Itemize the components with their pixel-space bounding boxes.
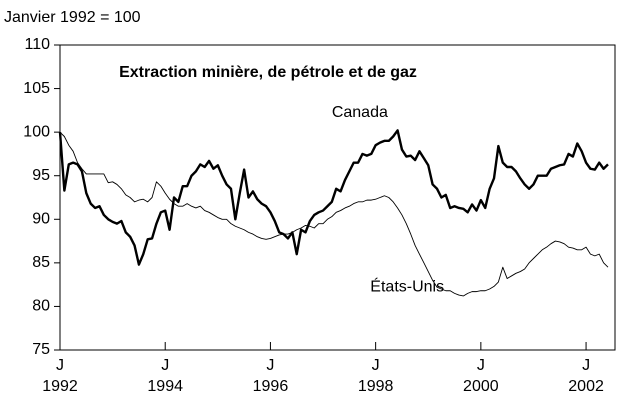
x-tick-label: 2000 [463,378,499,395]
x-tick-label: 1994 [147,378,183,395]
x-tick-month: J [372,357,380,374]
x-tick-label: 2002 [568,378,604,395]
y-tick-label: 85 [32,254,50,271]
chart-title: Extraction minière, de pétrole et de gaz [119,64,417,81]
x-tick-month: J [56,357,64,374]
x-tick-month: J [582,357,590,374]
x-tick-month: J [266,357,274,374]
y-axis-label: Janvier 1992 = 100 [4,9,141,26]
x-tick-label: 1992 [42,378,78,395]
annotation: Canada [332,104,388,121]
annotation: États-Unis [370,276,444,295]
y-tick-label: 100 [23,123,50,140]
x-tick-month: J [161,357,169,374]
y-tick-label: 75 [32,341,50,358]
plot-frame [59,44,616,351]
series-line [59,131,609,297]
y-tick-label: 80 [32,298,50,315]
x-tick-month: J [477,357,485,374]
y-tick-label: 90 [32,211,50,228]
y-tick-label: 95 [32,167,50,184]
x-tick-label: 1998 [358,378,394,395]
x-tick-label: 1996 [253,378,289,395]
y-tick-label: 105 [23,80,50,97]
y-tick-label: 110 [24,36,50,53]
series-line [58,129,609,266]
